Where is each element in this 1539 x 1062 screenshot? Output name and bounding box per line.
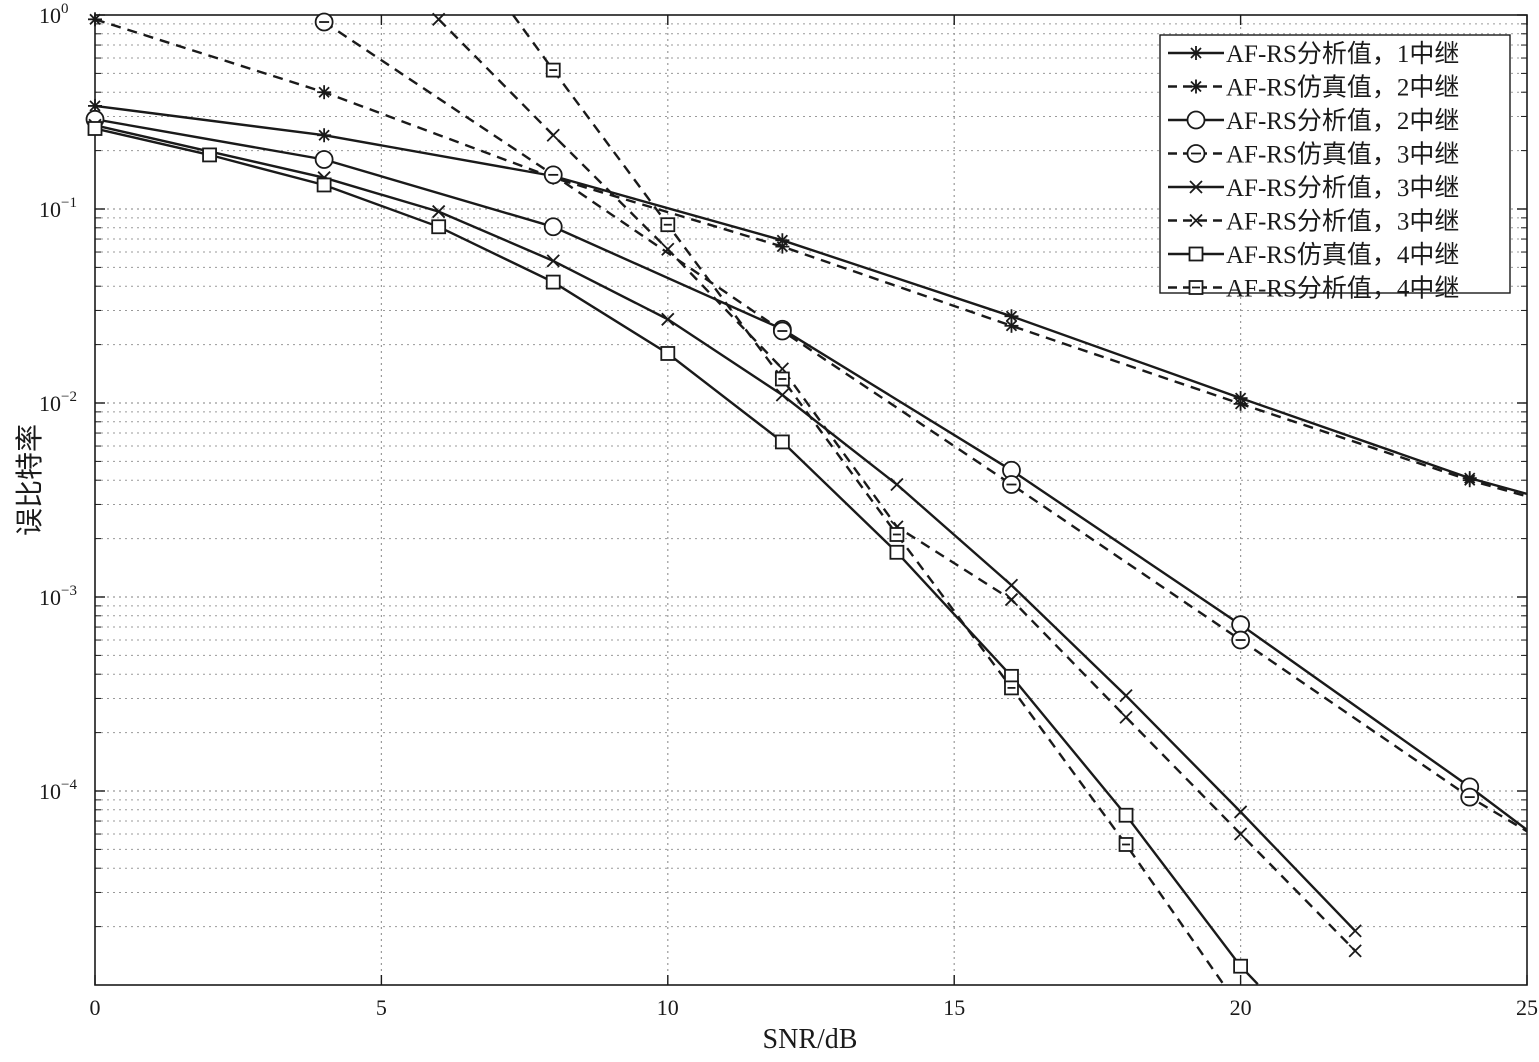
series-line-3 <box>95 118 1527 831</box>
series-2-point <box>775 239 790 254</box>
series-8-point <box>660 217 676 233</box>
series-6-point <box>1348 944 1362 958</box>
legend-marker <box>1186 144 1206 163</box>
series-line-8 <box>512 15 1225 985</box>
y-axis-label: 误比特率 <box>15 423 46 537</box>
legend-label: AF-RS分析值，3中继 <box>1226 208 1459 236</box>
x-tick-label: 20 <box>1230 995 1252 1020</box>
legend-marker <box>1186 110 1206 130</box>
series-7-point <box>774 434 790 450</box>
series-8-point <box>889 527 905 542</box>
x-tick-label: 5 <box>376 995 387 1020</box>
legend-label: AF-RS仿真值，4中继 <box>1226 241 1459 269</box>
legend-marker <box>1188 280 1204 295</box>
series-4-point <box>1231 630 1250 650</box>
series-6-point <box>1233 827 1248 841</box>
series-line-7 <box>95 127 1259 985</box>
series-7-point <box>889 544 905 560</box>
series-5-point <box>775 388 789 402</box>
legend-label: AF-RS分析值，4中继 <box>1226 275 1459 303</box>
series-7-point <box>660 346 676 361</box>
series-7-point <box>87 121 103 136</box>
series-7-point <box>316 177 332 193</box>
series-5-point <box>432 204 446 219</box>
legend-marker <box>1189 46 1203 60</box>
axes-box <box>94 14 1528 986</box>
x-tick-label: 10 <box>657 995 679 1020</box>
series-2-point <box>317 85 332 100</box>
series-6-point <box>661 242 675 256</box>
legend-label: AF-RS分析值，1中继 <box>1226 40 1459 68</box>
series-7-point <box>545 274 561 290</box>
series-8-point <box>545 62 561 78</box>
x-tick-label: 0 <box>90 995 101 1020</box>
series-2-point <box>1004 318 1019 333</box>
y-tick-label: 10−3 <box>39 583 77 610</box>
x-tick-label: 25 <box>1516 995 1538 1020</box>
series-line-2 <box>95 18 1527 498</box>
series-5-point <box>890 477 904 492</box>
series-5-point <box>1233 805 1248 819</box>
series-4-point <box>314 12 334 32</box>
series-8-point <box>774 371 790 387</box>
series-7-point <box>202 147 217 163</box>
x-tick-label: 15 <box>943 995 965 1020</box>
series-7-point <box>431 219 447 235</box>
series-4-point <box>1002 475 1021 494</box>
series-8-point <box>1004 680 1019 696</box>
legend-label: AF-RS仿真值，3中继 <box>1226 141 1459 169</box>
series-2-point <box>88 12 102 27</box>
series-5-point <box>1119 689 1133 703</box>
series-8-point <box>1118 837 1134 852</box>
series-2-point <box>1462 473 1477 488</box>
series-6-point <box>546 128 560 142</box>
series-4-point <box>1460 787 1480 807</box>
legend-box <box>1159 34 1511 294</box>
series-5-point <box>661 312 675 326</box>
series-3-point <box>314 150 334 169</box>
legend-marker <box>1188 246 1204 262</box>
legend-marker <box>1189 213 1203 228</box>
legend-marker <box>1189 79 1203 94</box>
legend-label: AF-RS分析值，3中继 <box>1226 174 1459 202</box>
x-axis-label: SNR/dB <box>762 1024 858 1055</box>
series-1-point <box>88 98 102 113</box>
series-2-point <box>1233 396 1248 411</box>
series-5-point <box>546 254 560 268</box>
series-7-point <box>1118 807 1134 823</box>
legend-label: AF-RS分析值，2中继 <box>1226 107 1459 135</box>
series-6-point <box>432 12 446 26</box>
series-5-point <box>1348 924 1362 938</box>
series-3-point <box>543 217 563 237</box>
y-tick-label: 10−4 <box>39 777 77 804</box>
y-tick-label: 100 <box>39 1 69 28</box>
y-tick-label: 10−1 <box>39 195 77 222</box>
series-7-point <box>1233 958 1248 974</box>
series-1-point <box>317 128 332 143</box>
series-line-1 <box>95 104 1527 496</box>
y-tick-label: 10−2 <box>39 389 77 416</box>
legend-marker <box>1189 180 1203 194</box>
series-4-point <box>543 165 563 185</box>
series-6-point <box>1004 592 1019 607</box>
series-3-point <box>1231 615 1250 635</box>
series-4-point <box>772 321 792 341</box>
series-5-point <box>1004 578 1019 592</box>
series-6-point <box>1119 710 1133 724</box>
legend-label: AF-RS仿真值，2中继 <box>1226 74 1459 102</box>
